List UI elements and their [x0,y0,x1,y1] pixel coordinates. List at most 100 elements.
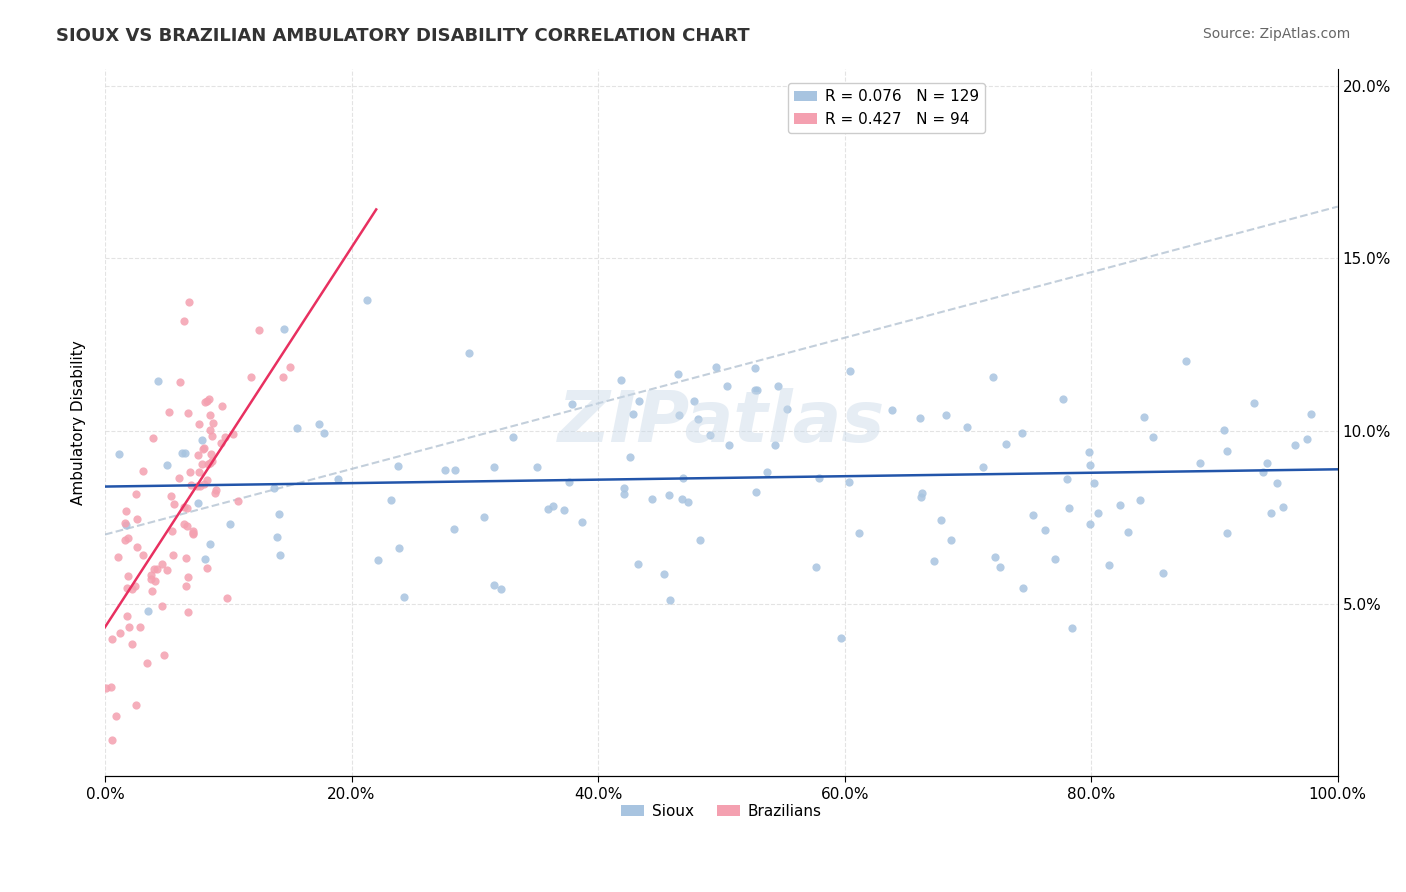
Point [659,592,682,607]
Point [201,453,224,467]
Point [848,525,870,540]
Point [96,681,118,695]
Point [1256,457,1278,471]
Point [830,632,852,646]
Point [627,558,650,572]
Point [101,632,124,646]
Point [200,447,222,461]
Point [162,549,184,563]
Point [173,517,195,532]
Text: Source: ZipAtlas.com: Source: ZipAtlas.com [1202,27,1350,41]
Point [745,485,768,500]
Point [922,554,945,568]
Point [156,563,179,577]
Point [121,582,143,596]
Point [271,370,294,384]
Point [114,533,136,547]
Point [972,459,994,474]
Point [157,405,180,419]
Point [444,463,467,477]
Point [179,465,201,479]
Point [1296,432,1319,446]
Point [136,657,159,671]
Point [266,530,288,544]
Point [132,548,155,562]
Point [219,517,242,532]
Point [172,446,194,460]
Point [180,477,202,491]
Point [169,375,191,389]
Point [117,568,139,582]
Point [187,465,209,479]
Point [314,425,336,440]
Point [124,487,146,501]
Point [658,488,681,502]
Point [1216,525,1239,540]
Point [326,472,349,486]
Point [541,499,564,513]
Point [125,512,148,526]
Point [142,431,165,445]
Point [1152,566,1174,580]
Point [1057,501,1080,516]
Point [162,497,184,511]
Point [704,359,727,374]
Point [1011,581,1033,595]
Point [1260,506,1282,520]
Point [167,471,190,485]
Point [121,637,143,651]
Point [141,584,163,599]
Point [174,446,197,460]
Point [1078,445,1101,459]
Point [145,562,167,576]
Point [128,620,150,634]
Point [115,581,138,595]
Point [187,496,209,510]
Point [839,364,862,378]
Point [766,379,789,393]
Point [686,411,709,425]
Point [181,524,204,538]
Point [671,492,693,507]
Point [988,560,1011,574]
Point [1045,552,1067,566]
Point [1253,465,1275,479]
Point [148,374,170,388]
Point [1087,506,1109,520]
Point [186,478,208,492]
Point [209,436,232,450]
Point [628,394,651,409]
Point [188,479,211,493]
Point [160,524,183,538]
Point [125,698,148,713]
Point [1133,410,1156,425]
Point [132,464,155,478]
Point [981,370,1004,384]
Point [198,408,221,422]
Point [197,392,219,406]
Point [1035,523,1057,537]
Point [118,620,141,634]
Point [443,522,465,536]
Point [367,553,389,567]
Point [433,463,456,477]
Point [193,477,215,491]
Text: SIOUX VS BRAZILIAN AMBULATORY DISABILITY CORRELATION CHART: SIOUX VS BRAZILIAN AMBULATORY DISABILITY… [56,27,749,45]
Point [387,541,409,556]
Point [763,438,786,452]
Point [838,475,860,490]
Point [1108,498,1130,512]
Y-axis label: Ambulatory Disability: Ambulatory Disability [72,340,86,505]
Point [215,591,238,605]
Point [621,407,644,421]
Point [610,373,633,387]
Point [1243,396,1265,410]
Point [956,420,979,434]
Point [143,562,166,576]
Point [807,471,830,485]
Point [1078,517,1101,532]
Point [1052,392,1074,407]
Point [108,625,131,640]
Point [153,648,176,662]
Point [173,314,195,328]
